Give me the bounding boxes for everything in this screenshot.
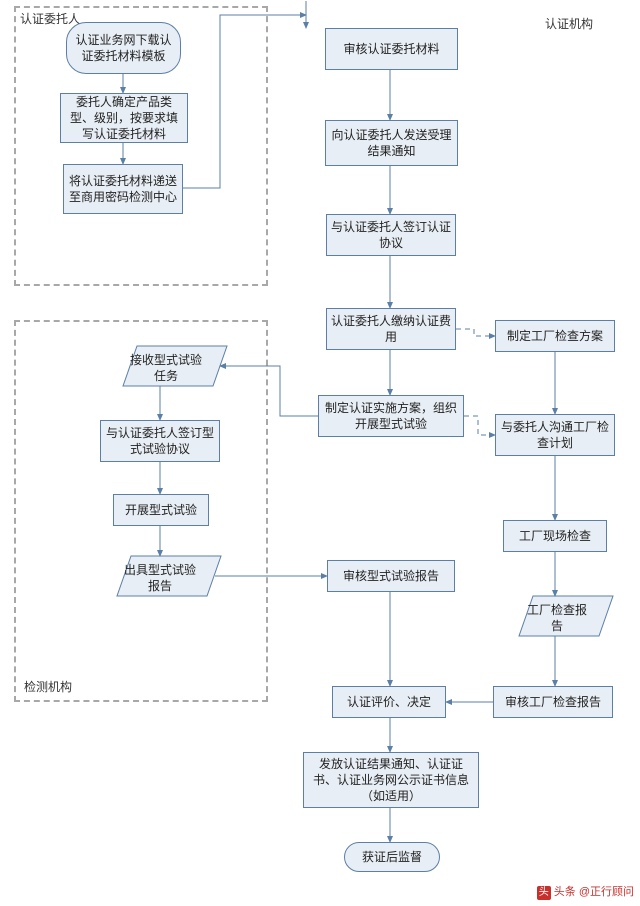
- node-agree: 与认证委托人签订认证协议: [326, 214, 456, 256]
- node-issue: 发放认证结果通知、认证证书、认证业务网公示证书信息（如适用）: [303, 752, 479, 808]
- node-send: 将认证委托材料递送至商用密码检测中心: [63, 164, 183, 214]
- node-revreport-text: 审核型式试验报告: [343, 568, 439, 584]
- node-download-text: 认证业务网下载认证委托材料模板: [71, 32, 176, 64]
- node-tagree-text: 与认证委托人签订型式试验协议: [105, 425, 215, 457]
- node-fcomm: 与委托人沟通工厂检查计划: [495, 414, 615, 456]
- node-issue-text: 发放认证结果通知、认证证书、认证业务网公示证书信息（如适用）: [308, 756, 474, 805]
- node-notify: 向认证委托人发送受理结果通知: [325, 120, 458, 166]
- node-frev-text: 审核工厂检查报告: [505, 694, 601, 710]
- node-eval: 认证评价、决定: [332, 686, 446, 718]
- node-finspect: 工厂现场检查: [503, 520, 607, 552]
- flowchart-canvas: 认证委托人 检测机构 认证机构 认证业务网下载认证委托材料模板 委托人确定产品类…: [0, 0, 640, 906]
- node-frev: 审核工厂检查报告: [493, 686, 613, 718]
- node-review: 审核认证委托材料: [325, 28, 458, 70]
- node-tagree: 与认证委托人签订型式试验协议: [100, 420, 220, 462]
- node-review-text: 审核认证委托材料: [343, 41, 439, 57]
- node-test: 开展型式试验: [113, 494, 209, 526]
- node-eval-text: 认证评价、决定: [347, 694, 431, 710]
- watermark-text: 头条 @正行顾问: [554, 886, 634, 898]
- node-fplan-text: 制定工厂检查方案: [507, 328, 603, 344]
- node-fill: 委托人确定产品类型、级别，按要求填写认证委托材料: [60, 93, 188, 143]
- node-plan: 制定认证实施方案，组织开展型式试验: [318, 395, 464, 437]
- node-finspect-text: 工厂现场检查: [519, 528, 591, 544]
- node-fplan: 制定工厂检查方案: [495, 320, 615, 352]
- node-freport-text: 工厂检查报告: [522, 602, 592, 634]
- node-pay-text: 认证委托人缴纳认证费用: [331, 313, 451, 345]
- node-pay: 认证委托人缴纳认证费用: [326, 308, 456, 350]
- node-notify-text: 向认证委托人发送受理结果通知: [330, 127, 453, 159]
- node-agree-text: 与认证委托人签订认证协议: [331, 219, 451, 251]
- node-revreport: 审核型式试验报告: [327, 560, 455, 592]
- node-fcomm-text: 与委托人沟通工厂检查计划: [500, 419, 610, 451]
- node-plan-text: 制定认证实施方案，组织开展型式试验: [323, 400, 459, 432]
- node-post: 获证后监督: [344, 842, 440, 872]
- watermark-icon: 头: [537, 886, 551, 900]
- node-send-text: 将认证委托材料递送至商用密码检测中心: [68, 173, 178, 205]
- node-download: 认证业务网下载认证委托材料模板: [66, 22, 181, 74]
- node-fill-text: 委托人确定产品类型、级别，按要求填写认证委托材料: [65, 94, 183, 143]
- node-post-text: 获证后监督: [362, 849, 422, 865]
- node-test-text: 开展型式试验: [125, 502, 197, 518]
- node-recv-text: 接收型式试验任务: [128, 352, 204, 384]
- node-report-text: 出具型式试验报告: [122, 562, 198, 594]
- watermark: 头头条 @正行顾问: [537, 883, 634, 900]
